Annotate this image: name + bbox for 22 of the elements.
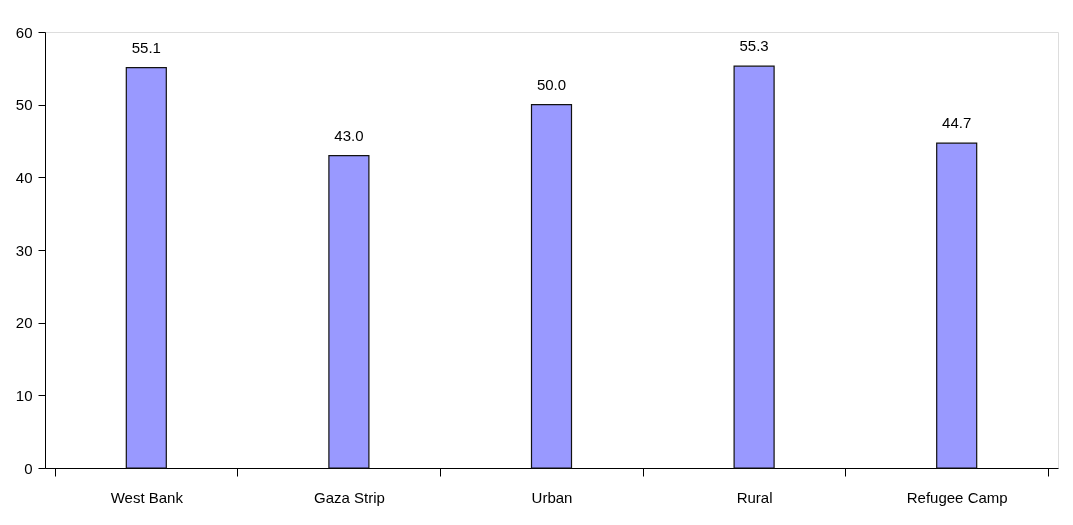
x-tick-label: Urban (531, 488, 573, 506)
x-tick-label: Gaza Strip (313, 488, 385, 506)
x-tick-label: Rural (736, 488, 773, 506)
data-label: 50.0 (536, 75, 567, 93)
bar (328, 154, 370, 469)
x-tick-label: Refugee Camp (906, 488, 1008, 506)
data-label: 43.0 (334, 126, 364, 144)
bar (936, 142, 978, 469)
y-tick-label: 20 (15, 314, 33, 332)
y-tick-label: 40 (15, 168, 33, 186)
y-tick-label: 50 (15, 96, 33, 114)
bar (733, 65, 775, 469)
bar (530, 104, 573, 469)
y-tick-label: 30 (15, 241, 33, 259)
bar (125, 67, 167, 469)
x-tick-label: West Bank (110, 488, 184, 506)
data-label: 55.3 (739, 37, 769, 55)
data-label: 44.7 (942, 114, 972, 132)
y-tick-label: 0 (24, 459, 33, 477)
y-tick-label: 10 (15, 386, 33, 404)
y-tick-label: 60 (15, 23, 33, 41)
data-label: 55.1 (131, 38, 161, 56)
